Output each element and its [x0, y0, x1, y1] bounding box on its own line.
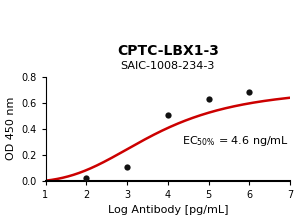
Text: CPTC-LBX1-3: CPTC-LBX1-3 [117, 44, 219, 58]
Text: EC$_{50\%}$ = 4.6 ng/mL: EC$_{50\%}$ = 4.6 ng/mL [182, 133, 289, 147]
Text: SAIC-1008-234-3: SAIC-1008-234-3 [121, 61, 215, 72]
X-axis label: Log Antibody [pg/mL]: Log Antibody [pg/mL] [108, 206, 228, 215]
Y-axis label: OD 450 nm: OD 450 nm [6, 97, 16, 160]
